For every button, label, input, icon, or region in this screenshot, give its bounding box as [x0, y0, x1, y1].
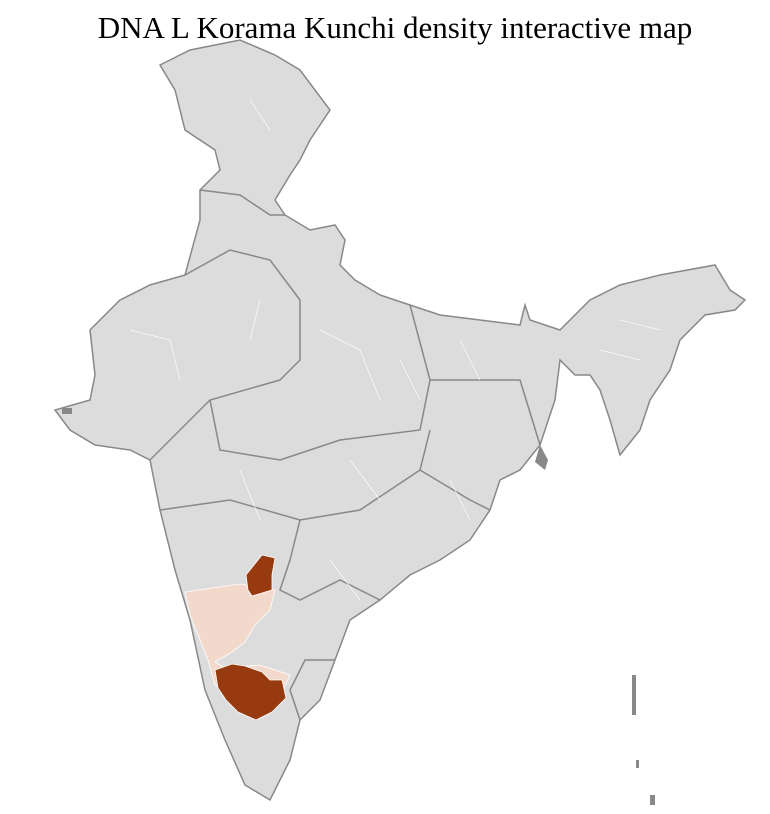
india-outline[interactable]	[53, 39, 747, 802]
high-density-districts-south[interactable]	[214, 663, 287, 721]
karnataka-density[interactable]	[184, 554, 291, 721]
high-density-district-north[interactable]	[245, 554, 276, 597]
state-borders	[149, 189, 541, 721]
islands	[62, 408, 655, 805]
low-density-districts[interactable]	[184, 583, 291, 701]
map-title: DNA L Korama Kunchi density interactive …	[97, 10, 693, 45]
district-borders	[129, 99, 661, 601]
